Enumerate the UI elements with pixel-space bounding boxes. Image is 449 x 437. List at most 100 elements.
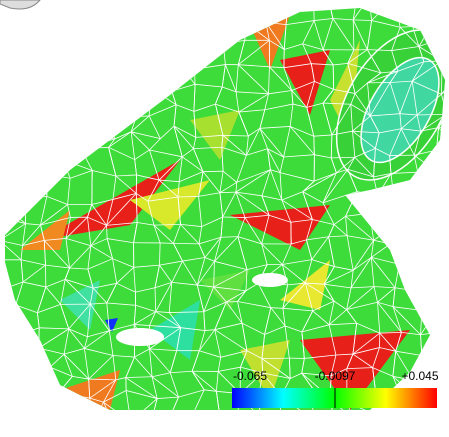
mesh-edge <box>170 22 174 37</box>
mesh-edge <box>260 411 281 418</box>
mesh-edge <box>370 204 395 214</box>
mesh-edge <box>47 419 49 437</box>
mesh-edge <box>417 224 445 241</box>
mesh-edge <box>43 83 51 109</box>
mesh-edge <box>22 69 25 84</box>
mesh-edge <box>247 22 266 24</box>
mesh-edge <box>114 81 136 86</box>
mesh-edge <box>397 191 422 224</box>
mesh-edge <box>2 333 18 335</box>
mesh-edge <box>59 416 94 421</box>
mesh-edge <box>434 16 449 21</box>
mesh-edge <box>434 170 447 194</box>
mesh-edge <box>104 106 115 139</box>
mesh-edge <box>3 393 4 420</box>
mesh-edge <box>0 6 1 22</box>
mesh-edge <box>152 0 179 3</box>
mesh-edge <box>16 305 18 335</box>
mesh-edge <box>237 418 257 437</box>
mesh-edge <box>4 420 15 434</box>
mesh-edge <box>104 106 115 139</box>
mesh-edge <box>47 0 50 15</box>
mesh-edge <box>64 20 90 28</box>
mesh-edge <box>424 258 443 293</box>
mesh-edge <box>137 40 147 71</box>
mesh-edge <box>324 423 335 437</box>
mesh-edge <box>63 149 81 160</box>
mesh-edge <box>437 332 443 353</box>
mesh-edge <box>439 271 449 291</box>
mesh-edge <box>434 224 445 246</box>
mesh-edge <box>266 3 270 23</box>
mesh-edge <box>126 422 131 437</box>
mesh-edge <box>312 419 335 423</box>
mesh-edge <box>441 61 442 94</box>
mesh-edge <box>434 412 438 435</box>
mesh-edge <box>131 19 136 41</box>
mesh-edge <box>131 0 137 19</box>
mesh-edge <box>201 0 226 4</box>
mesh-edge <box>0 202 26 223</box>
mesh-edge <box>416 411 423 437</box>
mesh-edge <box>47 0 50 15</box>
mesh-edge <box>59 416 71 437</box>
mesh-edge <box>237 418 247 433</box>
mesh-edge <box>61 69 83 72</box>
mesh-edge <box>21 16 50 18</box>
mesh-edge <box>94 420 110 437</box>
mesh-edge <box>0 131 22 132</box>
mesh-edge <box>402 411 417 416</box>
mesh-edge <box>64 4 65 20</box>
mesh-edge <box>45 109 51 135</box>
mesh-edge <box>395 204 397 225</box>
mesh-edge <box>59 416 71 437</box>
mesh-edge <box>354 416 378 421</box>
partial-part <box>0 0 40 9</box>
mesh-edge <box>50 16 64 20</box>
mesh-edge <box>152 21 174 23</box>
mesh-edge <box>434 412 438 435</box>
mesh-edge <box>21 393 49 418</box>
mesh-edge <box>4 170 27 173</box>
mesh-edge <box>61 20 64 50</box>
mesh-edge <box>81 137 91 148</box>
mesh-edge <box>170 37 194 69</box>
mesh-edge <box>16 335 17 352</box>
mesh-edge <box>136 71 138 81</box>
mesh-edge <box>16 348 39 352</box>
mesh-edge <box>390 416 402 437</box>
mesh-edge <box>64 1 92 4</box>
mesh-edge <box>418 170 434 173</box>
mesh-edge <box>434 170 449 178</box>
mesh-edge <box>1 22 7 40</box>
mesh-edge <box>151 72 161 88</box>
mesh-edge <box>421 303 442 335</box>
mesh-edge <box>18 84 21 110</box>
mesh-edge <box>442 61 449 67</box>
mesh-edge <box>39 328 40 348</box>
mesh-edge <box>434 150 437 169</box>
mesh-edge <box>113 0 137 2</box>
mesh-edge <box>43 45 44 59</box>
mesh-edge <box>395 191 423 204</box>
mesh-edge <box>437 40 449 45</box>
mesh-edge <box>15 375 21 394</box>
mesh-edge <box>87 109 92 138</box>
mesh-edge <box>443 0 449 5</box>
mesh-edge <box>0 112 22 131</box>
mesh-edge <box>437 150 449 178</box>
mesh-edge <box>15 367 50 375</box>
mesh-edge <box>137 71 161 72</box>
mesh-edge <box>0 289 5 310</box>
mesh-edge <box>104 106 136 116</box>
mesh-edge <box>237 0 270 2</box>
mesh-edge <box>170 22 174 37</box>
mesh-edge <box>24 39 44 59</box>
mesh-edge <box>42 367 50 392</box>
mesh-edge <box>110 17 115 49</box>
mesh-edge <box>147 40 161 72</box>
mesh-edge <box>200 40 224 44</box>
mesh-edge <box>4 420 24 422</box>
mesh-edge <box>258 418 260 437</box>
mesh-edge <box>191 418 223 437</box>
